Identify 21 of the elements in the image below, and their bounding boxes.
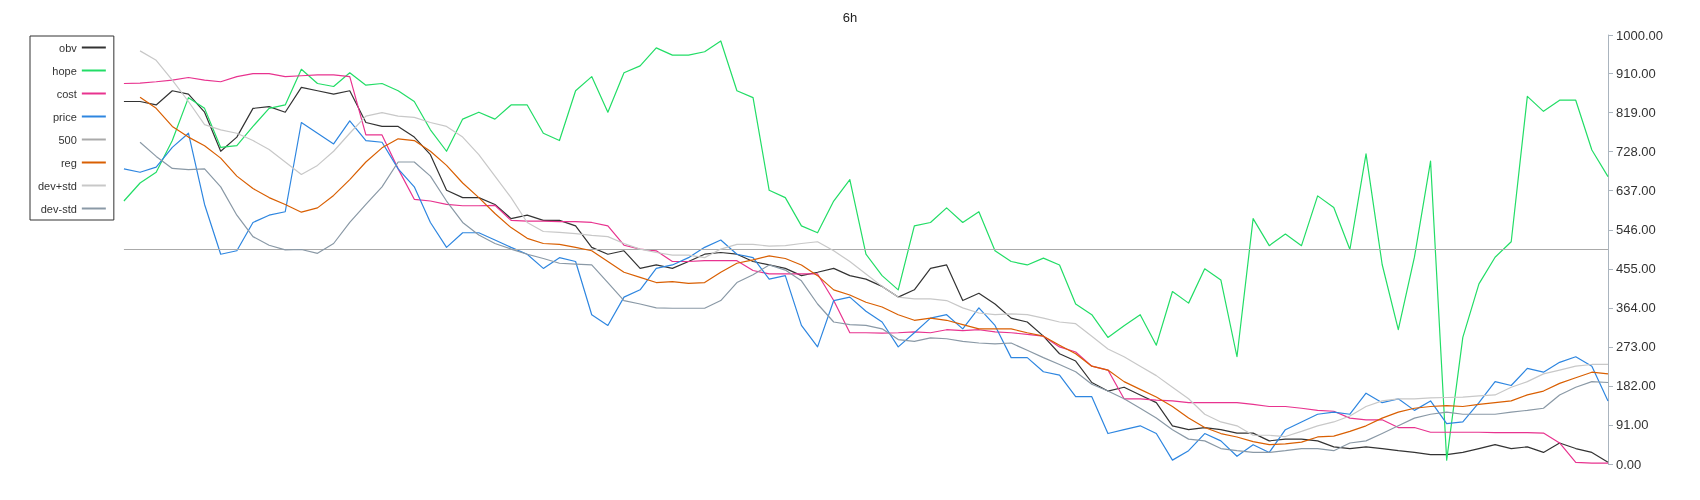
y-tick-label: 455.00 [1616,261,1656,277]
y-tick-label: 910.00 [1616,66,1656,82]
legend-label: hope [52,64,77,77]
y-tick-label: 364.00 [1616,300,1656,316]
legend-label: dev-std [40,202,77,215]
legend-label: obv [59,41,78,54]
y-tick-label: 273.00 [1616,339,1656,355]
y-tick-label: 819.00 [1616,105,1656,121]
legend-label: price [52,110,77,123]
y-tick-label: 182.00 [1616,378,1656,394]
legend-label: cost [56,87,77,100]
chart-title: 6h [842,10,858,25]
y-tick-label: 91.00 [1616,417,1649,433]
legend-label: dev+std [37,179,77,192]
y-tick-label: 546.00 [1616,222,1656,238]
legend-label: reg [60,156,77,169]
legend-label: 500 [58,133,77,146]
y-tick-label: 0.00 [1616,456,1642,472]
y-tick-label: 728.00 [1616,144,1656,160]
y-tick-label: 1000.00 [1616,27,1663,43]
y-tick-label: 637.00 [1616,183,1656,199]
